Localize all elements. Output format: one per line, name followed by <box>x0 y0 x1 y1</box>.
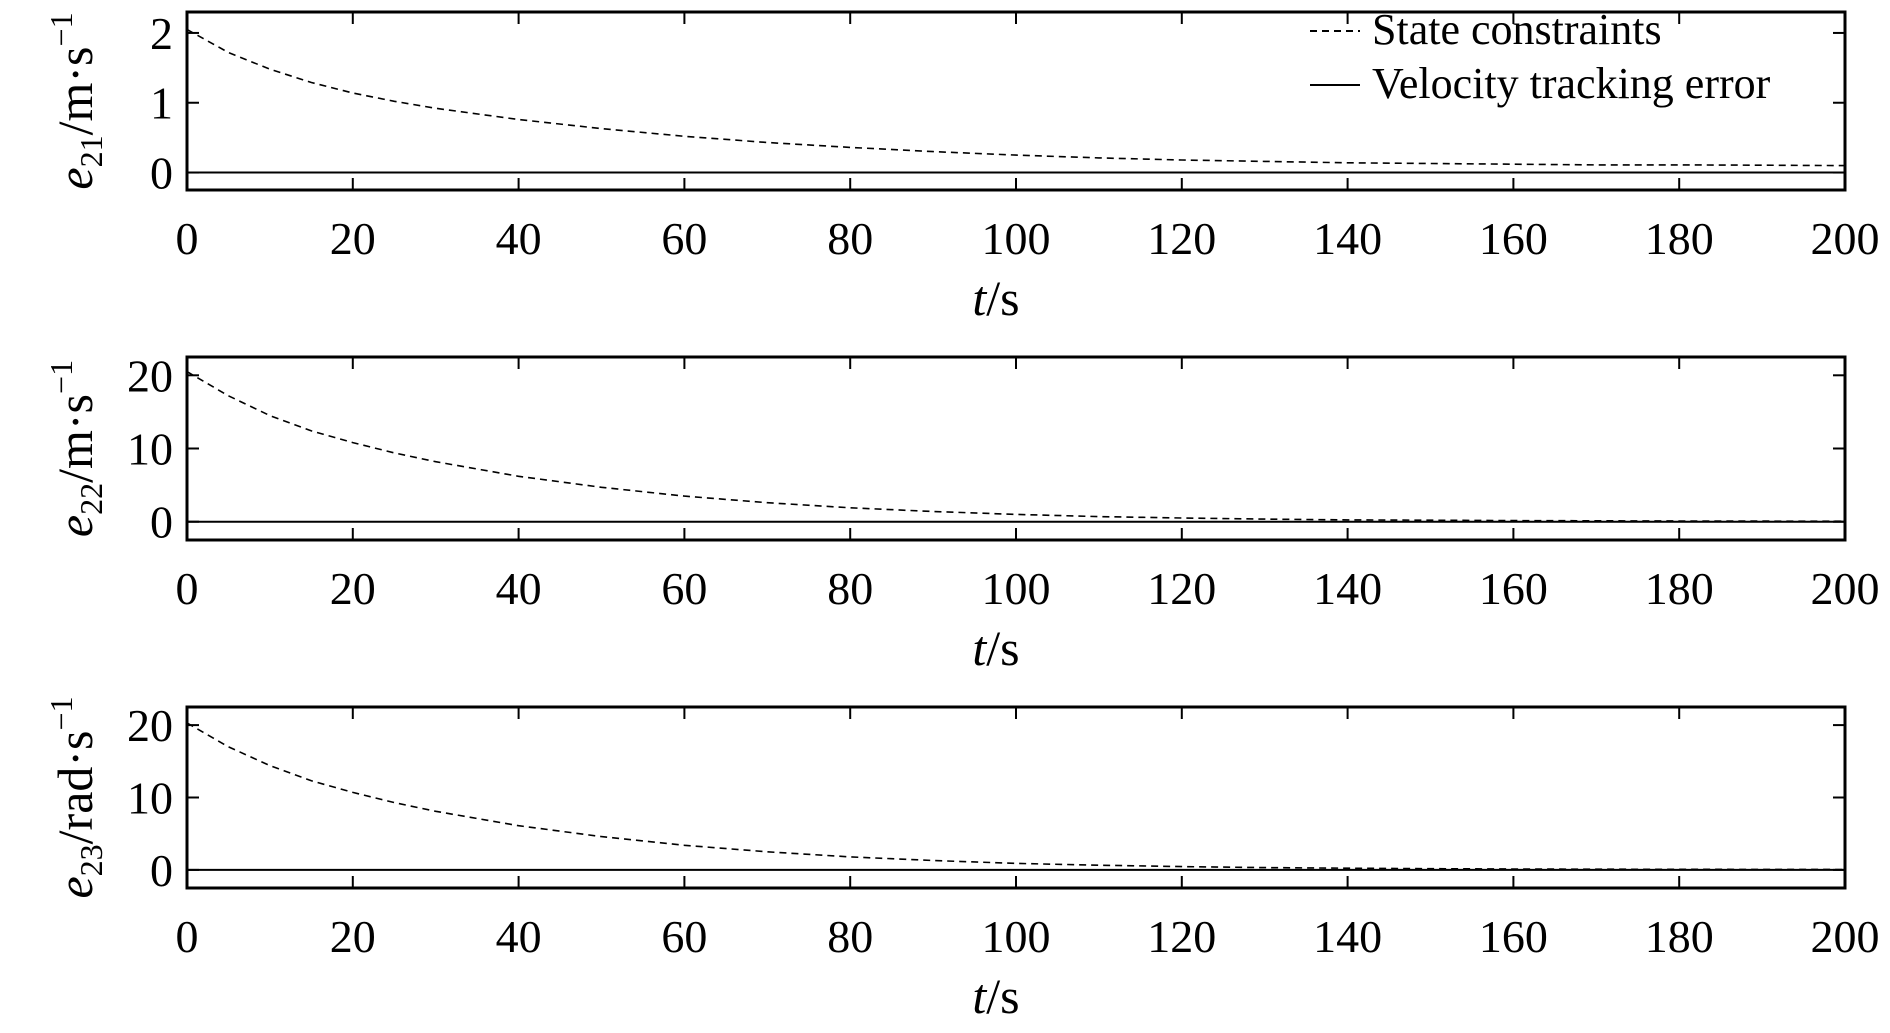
y-axis-label-sub: 21 <box>73 135 109 167</box>
x-tick-label: 40 <box>496 213 542 264</box>
x-tick-label: 40 <box>496 563 542 614</box>
y-axis-label-var: e <box>47 876 103 898</box>
y-axis-label-unit: /rad·s <box>47 731 103 845</box>
y-axis-label-unit: /m·s <box>47 394 103 483</box>
x-tick-label: 60 <box>661 213 707 264</box>
x-tick-label: 20 <box>330 213 376 264</box>
state-constraint-line <box>187 722 1845 871</box>
series-group <box>187 370 1845 523</box>
x-tick-label: 0 <box>176 213 199 264</box>
x-tick-label: 80 <box>827 213 873 264</box>
state-constraint-line <box>187 370 1845 522</box>
x-tick-label: 0 <box>176 563 199 614</box>
subplot-3: 0 20 40 60 80 100 120 140 160 180 200 0 10 20 t/s e23/r… <box>43 696 1880 1024</box>
x-axis-label-unit: /s <box>986 270 1019 326</box>
x-tick-label: 80 <box>827 563 873 614</box>
y-axis-label: e21/m·s−1 <box>43 12 109 189</box>
y-tick-label: 2 <box>150 8 173 59</box>
legend-label: Velocity tracking error <box>1372 59 1771 108</box>
series-group <box>187 28 1845 174</box>
y-axis-label-sub: 22 <box>73 483 109 515</box>
plot-frame <box>185 355 1847 542</box>
x-axis-label-var: t <box>972 270 987 326</box>
x-axis-label: t/s <box>972 270 1019 326</box>
x-tick-label: 200 <box>1811 911 1880 962</box>
x-tick-label: 140 <box>1313 563 1382 614</box>
x-axis-label-unit: /s <box>986 968 1019 1024</box>
x-tick-label: 60 <box>661 563 707 614</box>
x-tick-label: 180 <box>1645 213 1714 264</box>
x-axis-label-unit: /s <box>986 620 1019 676</box>
y-axis-label-unit: /m·s <box>47 46 103 135</box>
legend: State constraints Velocity tracking error <box>1310 5 1771 108</box>
y-tick-label: 0 <box>150 845 173 896</box>
y-axis-label-sup: −1 <box>43 360 79 394</box>
x-tick-label: 160 <box>1479 911 1548 962</box>
x-tick-label: 160 <box>1479 563 1548 614</box>
x-tick-label: 120 <box>1147 563 1216 614</box>
x-tick-label: 100 <box>982 911 1051 962</box>
x-axis-label: t/s <box>972 968 1019 1024</box>
y-axis-label-var: e <box>47 515 103 537</box>
x-tick-label: 20 <box>330 563 376 614</box>
subplot-2: 0 20 40 60 80 100 120 140 160 180 200 0 10 20 t/s e22/m… <box>43 350 1880 676</box>
y-tick-label: 1 <box>150 78 173 129</box>
y-tick-label: 10 <box>127 424 173 475</box>
x-axis-label: t/s <box>972 620 1019 676</box>
x-axis-label-var: t <box>972 968 987 1024</box>
series-group <box>187 722 1845 871</box>
y-tick-label: 0 <box>150 497 173 548</box>
y-axis-label-sup: −1 <box>43 696 79 730</box>
y-axis-label-sub: 23 <box>73 844 109 876</box>
x-tick-label: 100 <box>982 213 1051 264</box>
state-constraint-line <box>187 28 1845 167</box>
y-axis-label-var: e <box>47 167 103 189</box>
y-tick-label: 20 <box>127 700 173 751</box>
x-tick-label: 80 <box>827 911 873 962</box>
x-tick-label: 140 <box>1313 213 1382 264</box>
x-tick-label: 20 <box>330 911 376 962</box>
legend-label: State constraints <box>1372 5 1662 54</box>
x-tick-label: 0 <box>176 911 199 962</box>
x-tick-label: 200 <box>1811 563 1880 614</box>
x-tick-label: 100 <box>982 563 1051 614</box>
x-tick-label: 200 <box>1811 213 1880 264</box>
y-tick-label: 10 <box>127 773 173 824</box>
x-tick-label: 40 <box>496 911 542 962</box>
x-tick-label: 120 <box>1147 911 1216 962</box>
x-tick-label: 160 <box>1479 213 1548 264</box>
x-tick-label: 60 <box>661 911 707 962</box>
x-tick-label: 140 <box>1313 911 1382 962</box>
y-tick-label: 20 <box>127 350 173 401</box>
y-axis-label-sup: −1 <box>43 12 79 46</box>
y-axis-label: e23/rad·s−1 <box>43 696 109 898</box>
x-tick-label: 120 <box>1147 213 1216 264</box>
x-axis-label-var: t <box>972 620 987 676</box>
plot-frame <box>185 705 1847 890</box>
y-tick-label: 0 <box>150 148 173 199</box>
x-tick-label: 180 <box>1645 911 1714 962</box>
x-tick-label: 180 <box>1645 563 1714 614</box>
y-axis-label: e22/m·s−1 <box>43 360 109 537</box>
subplot-1: 0 20 40 60 80 100 120 140 160 180 200 0 1 2 t/s e21/m·s… <box>43 5 1880 326</box>
